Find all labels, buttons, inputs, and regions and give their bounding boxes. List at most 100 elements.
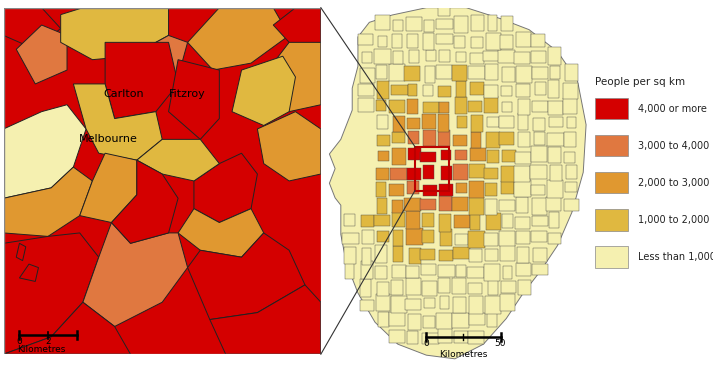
Bar [374, 216, 390, 226]
Bar [438, 86, 451, 97]
Bar [563, 99, 577, 114]
Bar [358, 84, 374, 95]
Bar [392, 147, 406, 165]
Bar [376, 295, 390, 311]
Bar [391, 213, 405, 228]
Polygon shape [4, 8, 321, 354]
Bar [468, 181, 484, 198]
Polygon shape [105, 42, 178, 119]
Bar [565, 182, 577, 192]
Bar [548, 181, 563, 198]
Bar [452, 65, 467, 81]
Bar [517, 247, 529, 263]
Bar [530, 146, 548, 162]
Bar [483, 51, 500, 61]
Bar [566, 166, 577, 179]
Bar [548, 101, 563, 115]
Bar [406, 331, 418, 345]
Bar [486, 249, 498, 261]
Bar [420, 152, 436, 162]
Bar [405, 298, 421, 310]
Bar [361, 52, 372, 63]
Bar [407, 181, 419, 194]
Bar [498, 116, 514, 128]
Bar [469, 249, 482, 262]
Bar [455, 97, 467, 114]
Bar [421, 213, 434, 227]
Bar [441, 150, 451, 160]
Bar [549, 212, 559, 228]
Polygon shape [4, 233, 98, 354]
Bar [468, 101, 482, 112]
Bar [452, 278, 466, 294]
Bar [391, 265, 406, 278]
Bar [484, 264, 500, 281]
Bar [375, 15, 390, 30]
Bar [406, 278, 421, 295]
Bar [406, 117, 420, 129]
Bar [376, 182, 386, 198]
Bar [422, 230, 434, 243]
Bar [438, 214, 451, 232]
Bar [408, 131, 419, 144]
Bar [426, 50, 436, 61]
Bar [423, 85, 434, 96]
Bar [468, 198, 484, 215]
Bar [471, 115, 483, 132]
Bar [421, 264, 436, 275]
Polygon shape [19, 264, 39, 281]
Bar [438, 264, 455, 277]
Bar [533, 248, 547, 262]
Bar [469, 164, 485, 178]
Bar [456, 116, 466, 128]
Bar [453, 215, 470, 228]
Bar [374, 50, 391, 64]
Bar [408, 148, 421, 160]
Text: Kilometres: Kilometres [17, 345, 66, 355]
Text: Fitzroy: Fitzroy [169, 89, 206, 99]
Bar [533, 132, 545, 145]
Bar [488, 15, 498, 30]
Bar [531, 50, 546, 63]
Bar [406, 266, 419, 278]
Bar [377, 231, 389, 242]
Bar [565, 199, 579, 211]
Polygon shape [168, 60, 220, 139]
Bar [391, 280, 404, 295]
Bar [546, 197, 560, 211]
Bar [518, 113, 528, 130]
Text: Less than 1,000: Less than 1,000 [637, 252, 713, 262]
Bar [515, 166, 530, 182]
Text: Melbourne: Melbourne [79, 134, 138, 144]
Polygon shape [16, 243, 26, 261]
Bar [501, 16, 513, 31]
Bar [406, 228, 423, 246]
Bar [406, 99, 418, 114]
Bar [471, 212, 480, 230]
Bar [503, 266, 513, 280]
Bar [533, 118, 545, 131]
Bar [518, 99, 530, 115]
Bar [420, 199, 436, 210]
Text: Kilometres: Kilometres [439, 350, 488, 359]
Bar [469, 313, 486, 325]
Bar [456, 81, 466, 97]
Bar [471, 132, 481, 149]
Bar [486, 312, 497, 327]
Bar [378, 36, 387, 47]
Bar [548, 47, 560, 65]
Bar [485, 199, 498, 215]
Polygon shape [188, 8, 289, 70]
Bar [468, 283, 483, 293]
Polygon shape [188, 233, 305, 320]
Bar [438, 130, 450, 146]
Bar [375, 266, 387, 279]
Bar [514, 180, 530, 197]
Bar [361, 248, 371, 264]
Bar [422, 333, 439, 345]
Bar [360, 68, 375, 82]
Bar [376, 135, 391, 146]
Bar [438, 114, 449, 132]
Bar [436, 313, 452, 329]
Bar [422, 114, 436, 129]
